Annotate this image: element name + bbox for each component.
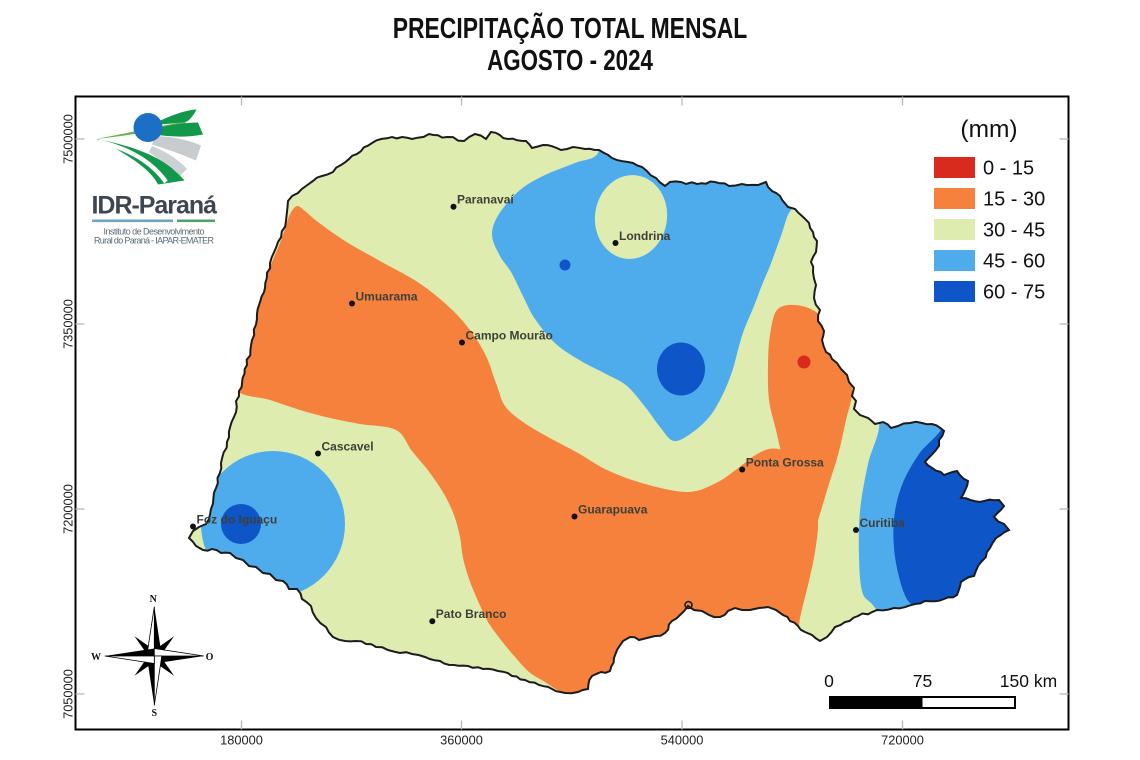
svg-text:AGOSTO - 2024: AGOSTO - 2024 <box>487 45 653 76</box>
svg-text:(mm): (mm) <box>960 116 1017 143</box>
svg-text:Cascavel: Cascavel <box>322 440 374 454</box>
svg-text:IDR-Paraná: IDR-Paraná <box>92 192 218 220</box>
svg-text:0: 0 <box>824 671 834 691</box>
svg-text:N: N <box>150 594 158 605</box>
svg-text:360000: 360000 <box>440 733 483 748</box>
svg-text:75: 75 <box>913 671 932 691</box>
svg-text:Pato Branco: Pato Branco <box>436 607 507 621</box>
svg-text:7350000: 7350000 <box>61 299 76 349</box>
svg-text:7050000: 7050000 <box>61 669 76 719</box>
svg-text:60 - 75: 60 - 75 <box>983 282 1045 304</box>
svg-text:Paranavaí: Paranavaí <box>457 193 514 207</box>
svg-text:720000: 720000 <box>881 733 924 748</box>
svg-text:PRECIPITAÇÃO TOTAL MENSAL: PRECIPITAÇÃO TOTAL MENSAL <box>393 11 748 44</box>
svg-text:Umuarama: Umuarama <box>356 290 418 304</box>
svg-text:30 - 45: 30 - 45 <box>983 220 1045 242</box>
svg-text:O: O <box>206 652 214 663</box>
svg-text:7200000: 7200000 <box>61 484 76 534</box>
svg-text:Foz do Iguaçu: Foz do Iguaçu <box>197 513 278 527</box>
svg-text:7500000: 7500000 <box>61 114 76 164</box>
svg-text:W: W <box>91 652 101 663</box>
svg-text:Instituto de Desenvolvimento: Instituto de Desenvolvimento <box>104 227 205 237</box>
svg-text:0 - 15: 0 - 15 <box>983 158 1034 180</box>
svg-text:Curitiba: Curitiba <box>860 516 906 530</box>
svg-text:S: S <box>152 708 158 719</box>
svg-text:45 - 60: 45 - 60 <box>983 251 1045 273</box>
svg-text:Campo Mourão: Campo Mourão <box>466 329 553 343</box>
svg-text:Guarapuava: Guarapuava <box>578 503 648 517</box>
svg-text:15 - 30: 15 - 30 <box>983 189 1045 211</box>
svg-text:180000: 180000 <box>220 733 263 748</box>
svg-text:540000: 540000 <box>661 733 704 748</box>
svg-text:Rural do Paraná - IAPAR-EMATER: Rural do Paraná - IAPAR-EMATER <box>94 236 215 246</box>
svg-text:150 km: 150 km <box>1000 671 1057 691</box>
svg-text:Londrina: Londrina <box>619 229 671 243</box>
svg-text:Ponta Grossa: Ponta Grossa <box>746 456 824 470</box>
